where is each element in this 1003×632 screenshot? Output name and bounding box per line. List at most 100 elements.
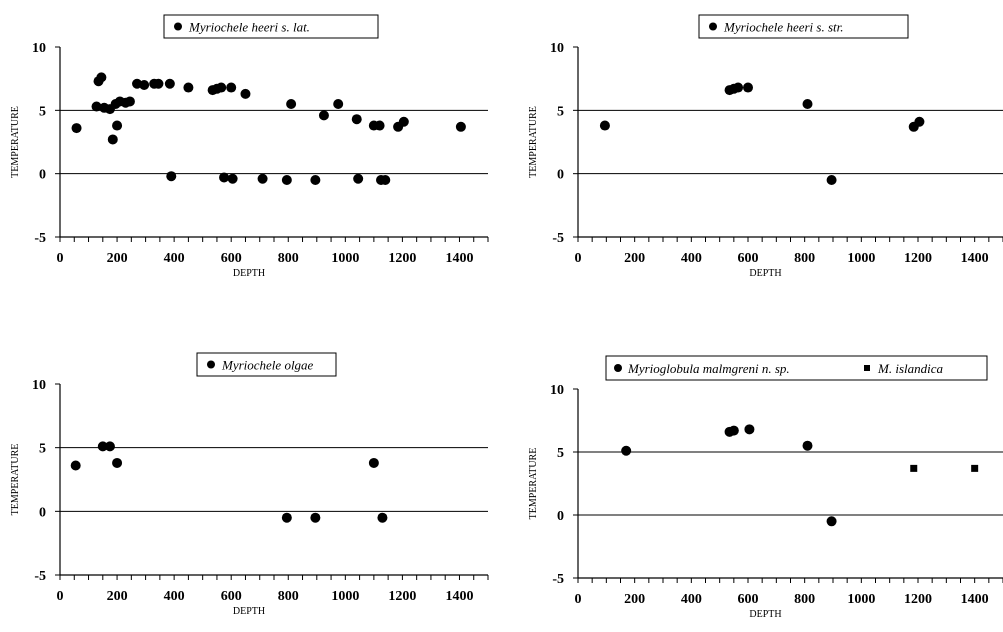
- data-point: [333, 99, 344, 109]
- data-point: [153, 78, 164, 89]
- data-point: [621, 445, 632, 456]
- legend-label: Myriochele heeri s. str.: [723, 20, 844, 35]
- legend-marker-circle: [614, 364, 622, 372]
- data-point: [227, 173, 238, 184]
- x-axis-title: DEPTH: [233, 606, 265, 617]
- data-point: [374, 120, 385, 131]
- data-point: [826, 516, 837, 527]
- y-tick-label: 5: [39, 104, 46, 119]
- x-tick-label: 200: [624, 592, 645, 607]
- legend-label: Myriochele olgae: [221, 358, 314, 373]
- x-tick-label: 400: [164, 589, 185, 604]
- data-point: [91, 101, 102, 112]
- data-point: [219, 172, 230, 183]
- x-axis-title: DEPTH: [233, 268, 265, 279]
- data-point: [743, 82, 753, 93]
- x-tick-label: 0: [575, 251, 582, 266]
- data-point: [728, 425, 739, 436]
- data-point: [802, 440, 813, 451]
- legend-marker-square: [864, 365, 870, 371]
- chart-panel-2: 10 5 0 -5 0 200 400 600 800 1000 1200 1400 DEPTH TEMP…: [528, 14, 1003, 279]
- data-point: [240, 88, 251, 99]
- data-point: [733, 82, 744, 93]
- data-point: [107, 134, 118, 145]
- data-point-square: [971, 464, 979, 472]
- x-tick-label: 1400: [961, 592, 989, 607]
- data-point: [216, 82, 227, 93]
- data-point: [455, 121, 466, 132]
- x-tick-label: 200: [107, 251, 128, 266]
- data-point: [166, 171, 177, 182]
- x-tick-label: 200: [624, 251, 645, 266]
- legend-label: M. islandica: [877, 361, 943, 376]
- data-point: [744, 424, 755, 435]
- x-tick-label: 800: [794, 251, 815, 266]
- y-tick-label: 10: [32, 378, 46, 393]
- legend-marker-circle: [174, 22, 182, 31]
- data-point: [281, 512, 292, 523]
- data-point: [96, 72, 107, 83]
- data-point: [104, 441, 115, 452]
- chart-panel-4: 10 5 0 -5 0 200 400 600 800 1000 1200 1400 DEPTH TEMP…: [528, 355, 1003, 620]
- data-point: [183, 82, 194, 93]
- y-axis-title: TEMPERATURE: [10, 106, 21, 178]
- y-tick-label: 0: [39, 168, 46, 183]
- x-tick-label: 1000: [847, 592, 875, 607]
- chart-panel-3: 10 5 0 -5 0 200 400 600 800 1000 1200 1400 DEPTH TEMP…: [10, 352, 489, 617]
- y-tick-label: -5: [552, 231, 564, 246]
- legend-box: [605, 355, 988, 381]
- x-tick-label: 0: [57, 251, 64, 266]
- legend-box: [196, 352, 337, 377]
- data-point: [310, 512, 321, 523]
- legend: Myriochele heeri s. str.: [698, 14, 909, 39]
- legend: Myriochele olgae: [196, 352, 337, 377]
- data-point: [257, 173, 268, 184]
- data-point: [124, 96, 135, 107]
- legend-label: Myriochele heeri s. lat.: [188, 20, 310, 35]
- x-tick-label: 600: [738, 251, 759, 266]
- x-tick-label: 1200: [388, 589, 416, 604]
- data-point: [351, 114, 362, 125]
- data-point: [377, 512, 388, 523]
- x-tick-label: 1000: [847, 251, 875, 266]
- y-axis-title: TEMPERATURE: [528, 106, 539, 178]
- x-tick-label: 600: [221, 589, 242, 604]
- y-tick-label: 0: [39, 505, 46, 520]
- legend: Myriochele heeri s. lat.: [163, 14, 379, 39]
- data-point: [398, 116, 409, 127]
- data-point: [318, 110, 329, 121]
- x-tick-label: 800: [794, 592, 815, 607]
- y-axis-title: TEMPERATURE: [528, 448, 539, 520]
- x-tick-label: 400: [681, 251, 702, 266]
- data-point: [164, 78, 175, 89]
- legend-marker-circle: [709, 22, 717, 31]
- x-tick-label: 1200: [388, 251, 416, 266]
- data-point: [802, 99, 813, 109]
- x-tick-label: 1200: [904, 592, 932, 607]
- data-point: [70, 460, 81, 471]
- y-tick-label: 10: [550, 41, 564, 56]
- y-tick-label: -5: [552, 572, 564, 587]
- data-point: [286, 99, 297, 109]
- x-tick-label: 400: [681, 592, 702, 607]
- x-axis-title: DEPTH: [749, 609, 781, 620]
- x-tick-label: 600: [738, 592, 759, 607]
- legend-label: Myrioglobula malmgreni n. sp.: [627, 361, 790, 376]
- y-tick-label: 5: [557, 446, 564, 461]
- data-point: [71, 123, 82, 134]
- y-tick-label: 5: [39, 442, 46, 457]
- x-tick-label: 800: [278, 251, 299, 266]
- data-point: [368, 457, 379, 468]
- y-tick-label: 0: [557, 168, 564, 183]
- y-tick-label: -5: [34, 569, 46, 584]
- x-tick-label: 200: [107, 589, 128, 604]
- x-tick-label: 1200: [904, 251, 932, 266]
- data-point: [599, 120, 610, 131]
- legend-marker-circle: [207, 360, 215, 369]
- data-point: [97, 441, 108, 452]
- x-tick-label: 600: [221, 251, 242, 266]
- data-point: [353, 173, 364, 184]
- legend-box: [698, 14, 909, 39]
- legend: Myrioglobula malmgreni n. sp. M. islandic…: [605, 355, 988, 381]
- y-tick-label: 10: [550, 383, 564, 398]
